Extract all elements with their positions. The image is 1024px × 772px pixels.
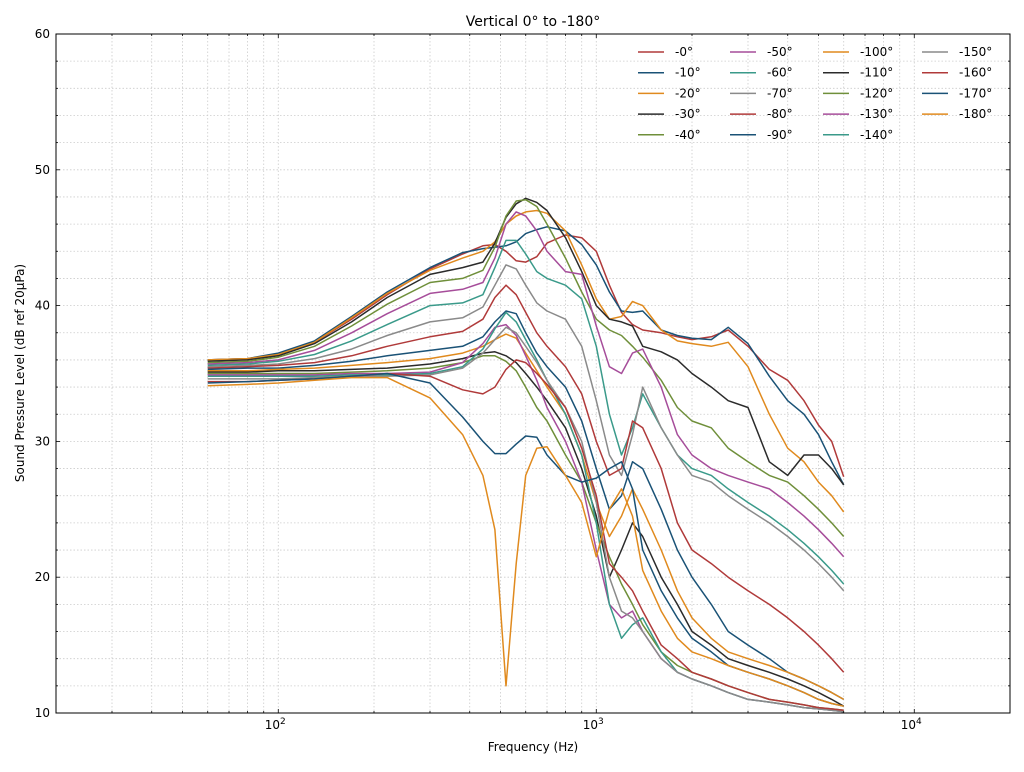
y-tick-label: 30 (35, 434, 50, 448)
y-tick-label: 40 (35, 299, 50, 313)
x-tick-exponent: 2 (280, 717, 286, 727)
series-line (207, 310, 845, 701)
series-line (207, 333, 845, 701)
x-axis-label: Frequency (Hz) (488, 740, 579, 754)
series-group (207, 197, 845, 713)
y-tick-label: 20 (35, 570, 50, 584)
series-line (207, 226, 845, 486)
legend-label: -150° (959, 45, 992, 59)
legend-label: -170° (959, 86, 992, 100)
legend-label: -160° (959, 66, 992, 80)
x-tick-base: 10 (583, 718, 598, 732)
x-tick-exponent: 4 (916, 717, 922, 727)
legend-label: -100° (860, 45, 893, 59)
x-tick-base: 10 (265, 718, 280, 732)
x-tick-label: 103 (583, 717, 604, 732)
legend-label: -70° (767, 86, 793, 100)
legend-label: -10° (675, 66, 701, 80)
y-tick-label: 10 (35, 706, 50, 720)
legend-label: -50° (767, 45, 793, 59)
y-axis-label: Sound Pressure Level (dB ref 20µPa) (13, 264, 27, 482)
x-tick-base: 10 (901, 718, 916, 732)
legend-label: -90° (767, 128, 793, 142)
series-line (207, 239, 845, 585)
chart-title: Vertical 0° to -180° (466, 14, 601, 30)
plot-area (207, 197, 845, 713)
legend-label: -180° (959, 107, 992, 121)
series-line (207, 376, 844, 707)
x-tick-label: 104 (901, 717, 922, 732)
legend-label: -110° (860, 66, 893, 80)
legend-label: -120° (860, 86, 893, 100)
y-tick-label: 60 (35, 27, 50, 41)
y-tick-label: 50 (35, 163, 50, 177)
series-line (207, 264, 845, 592)
series-line (207, 209, 845, 513)
series-line (207, 211, 845, 558)
x-tick-label: 102 (265, 717, 286, 732)
legend-label: -30° (675, 107, 701, 121)
series-line (207, 284, 845, 673)
series-line (207, 359, 844, 712)
legend-label: -80° (767, 107, 793, 121)
legend-label: -40° (675, 128, 701, 142)
legend-label: -140° (860, 128, 893, 142)
legend-label: -0° (675, 45, 693, 59)
legend-label: -60° (767, 66, 793, 80)
legend: -0° -10° -20° -30° -40° -50° -60° -70° -80° -90° -… (638, 45, 992, 142)
series-line (207, 198, 845, 537)
series-line (207, 197, 845, 486)
x-tick-exponent: 3 (598, 717, 604, 727)
plot-frame (55, 33, 1011, 714)
legend-label: -20° (675, 86, 701, 100)
legend-label: -130° (860, 107, 893, 121)
